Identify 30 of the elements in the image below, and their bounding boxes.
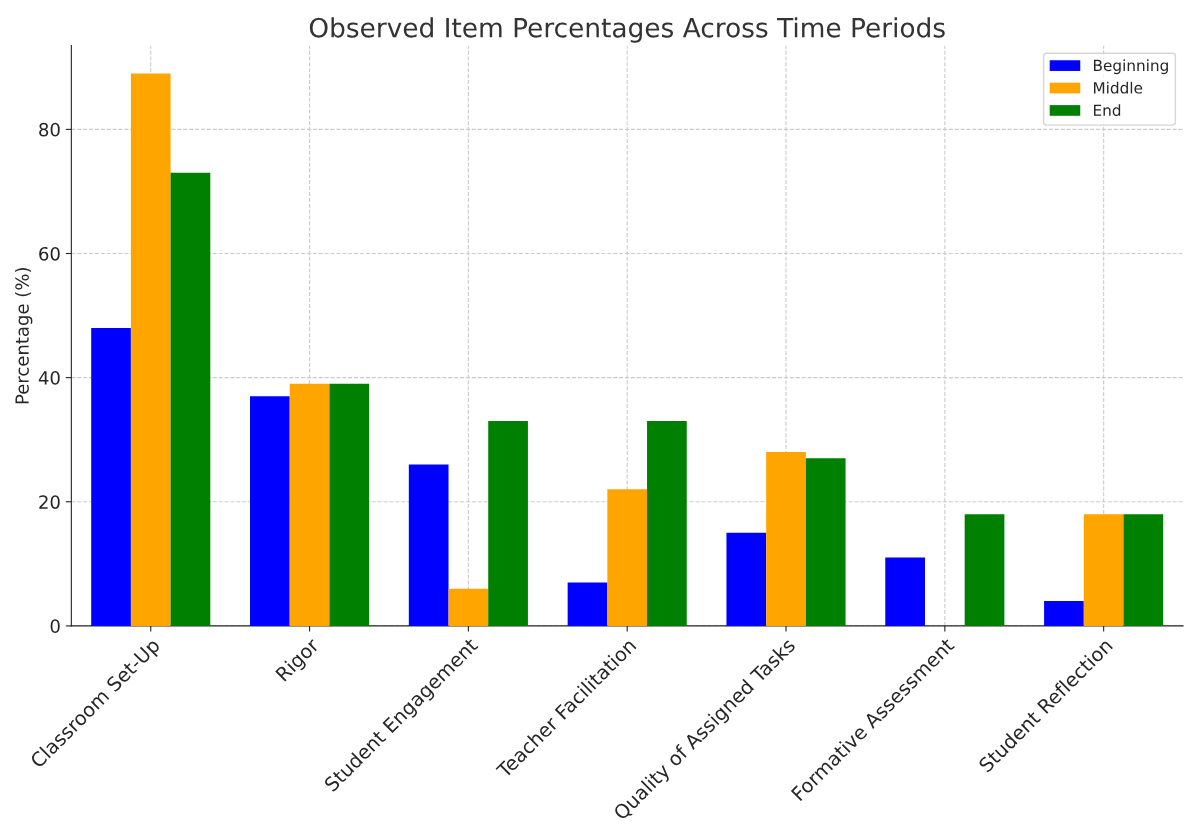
y-tick-label: 20	[39, 495, 60, 509]
bar	[289, 383, 330, 626]
y-tick-label: 80	[39, 122, 60, 137]
bar	[726, 532, 767, 626]
bar	[408, 464, 449, 626]
bar	[329, 383, 370, 626]
bar	[647, 421, 687, 626]
bar	[1123, 514, 1164, 626]
bar	[170, 172, 211, 626]
bar	[805, 458, 846, 626]
bar	[1044, 601, 1084, 626]
bar	[448, 588, 489, 626]
bar	[885, 557, 925, 626]
bar	[488, 421, 528, 626]
bar	[1083, 514, 1124, 626]
y-tick-label: 0	[50, 619, 60, 634]
legend-label: Middle	[1093, 81, 1143, 94]
bar	[607, 489, 648, 626]
y-tick-label: 60	[39, 246, 60, 261]
legend-label: Beginning	[1093, 59, 1168, 75]
chart-title: Observed Item Percentages Across Time Periods	[309, 17, 945, 43]
bar	[964, 514, 1005, 626]
bar	[766, 452, 806, 626]
y-axis-title: Percentage (%)	[14, 268, 33, 404]
bar	[567, 582, 608, 626]
bar	[130, 73, 171, 626]
bar	[91, 327, 131, 626]
legend-label: End	[1093, 104, 1121, 117]
y-tick-label: 40	[38, 371, 60, 385]
bar	[250, 396, 290, 626]
